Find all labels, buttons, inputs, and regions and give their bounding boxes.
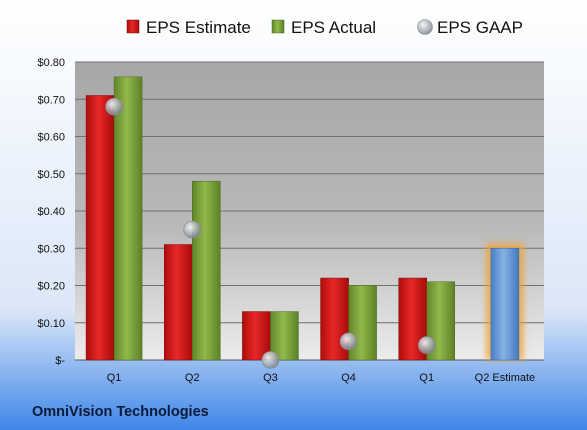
legend-label-1: EPS Actual [291,18,376,37]
gaap-point-0 [105,97,123,116]
y-tick-label: $0.70 [37,94,65,106]
gaap-point-3 [339,332,358,351]
x-tick-label: Q2 [185,372,200,384]
bar-eps-estimate-2 [242,311,271,361]
y-tick-label: $0.10 [37,318,65,330]
y-tick-label: $0.50 [37,169,65,181]
y-tick-label: $0.40 [37,206,65,218]
legend-swatch-1 [271,19,285,34]
bars [85,76,524,361]
legend-swatch-0 [126,19,140,34]
x-tick-label: Q3 [263,372,278,384]
x-tick-label: Q2 Estimate [475,372,536,384]
grid-lines [75,61,544,361]
bar-eps-actual-0 [113,76,143,361]
bar-eps-actual-1 [192,180,221,361]
gaap-point-4 [417,336,436,354]
x-axis-ticks: Q1 Q2 Q3 Q4 Q1 Q2 Estimate [107,372,535,384]
y-tick-label: $0.20 [37,281,65,293]
gaap-point-2 [261,351,280,369]
legend: EPS Estimate EPS Actual EPS GAAP [126,18,523,37]
y-tick-label: $0.30 [37,243,65,255]
bar-eps-estimate-5 [490,248,520,361]
gaap-points [105,97,436,369]
legend-swatch-2 [417,19,433,35]
bar-eps-estimate-1 [164,244,193,361]
x-tick-label: Q1 [107,372,122,384]
y-tick-label: $0.60 [37,132,65,144]
y-axis-ticks: $- $0.10 $0.20 $0.30 $0.40 $0.50 $0.60 $0.70 $0.… [37,57,65,367]
legend-label-0: EPS Estimate [146,18,251,37]
company-label: OmniVision Technologies [32,404,209,420]
bar-eps-estimate-0 [85,95,115,361]
x-tick-label: Q1 [419,372,434,384]
x-tick-label: Q4 [341,372,356,384]
y-tick-label: $- [55,355,65,367]
gaap-point-1 [183,220,202,239]
legend-label-2: EPS GAAP [437,18,523,37]
bar-eps-actual-2 [270,311,299,361]
y-tick-label: $0.80 [37,57,65,69]
